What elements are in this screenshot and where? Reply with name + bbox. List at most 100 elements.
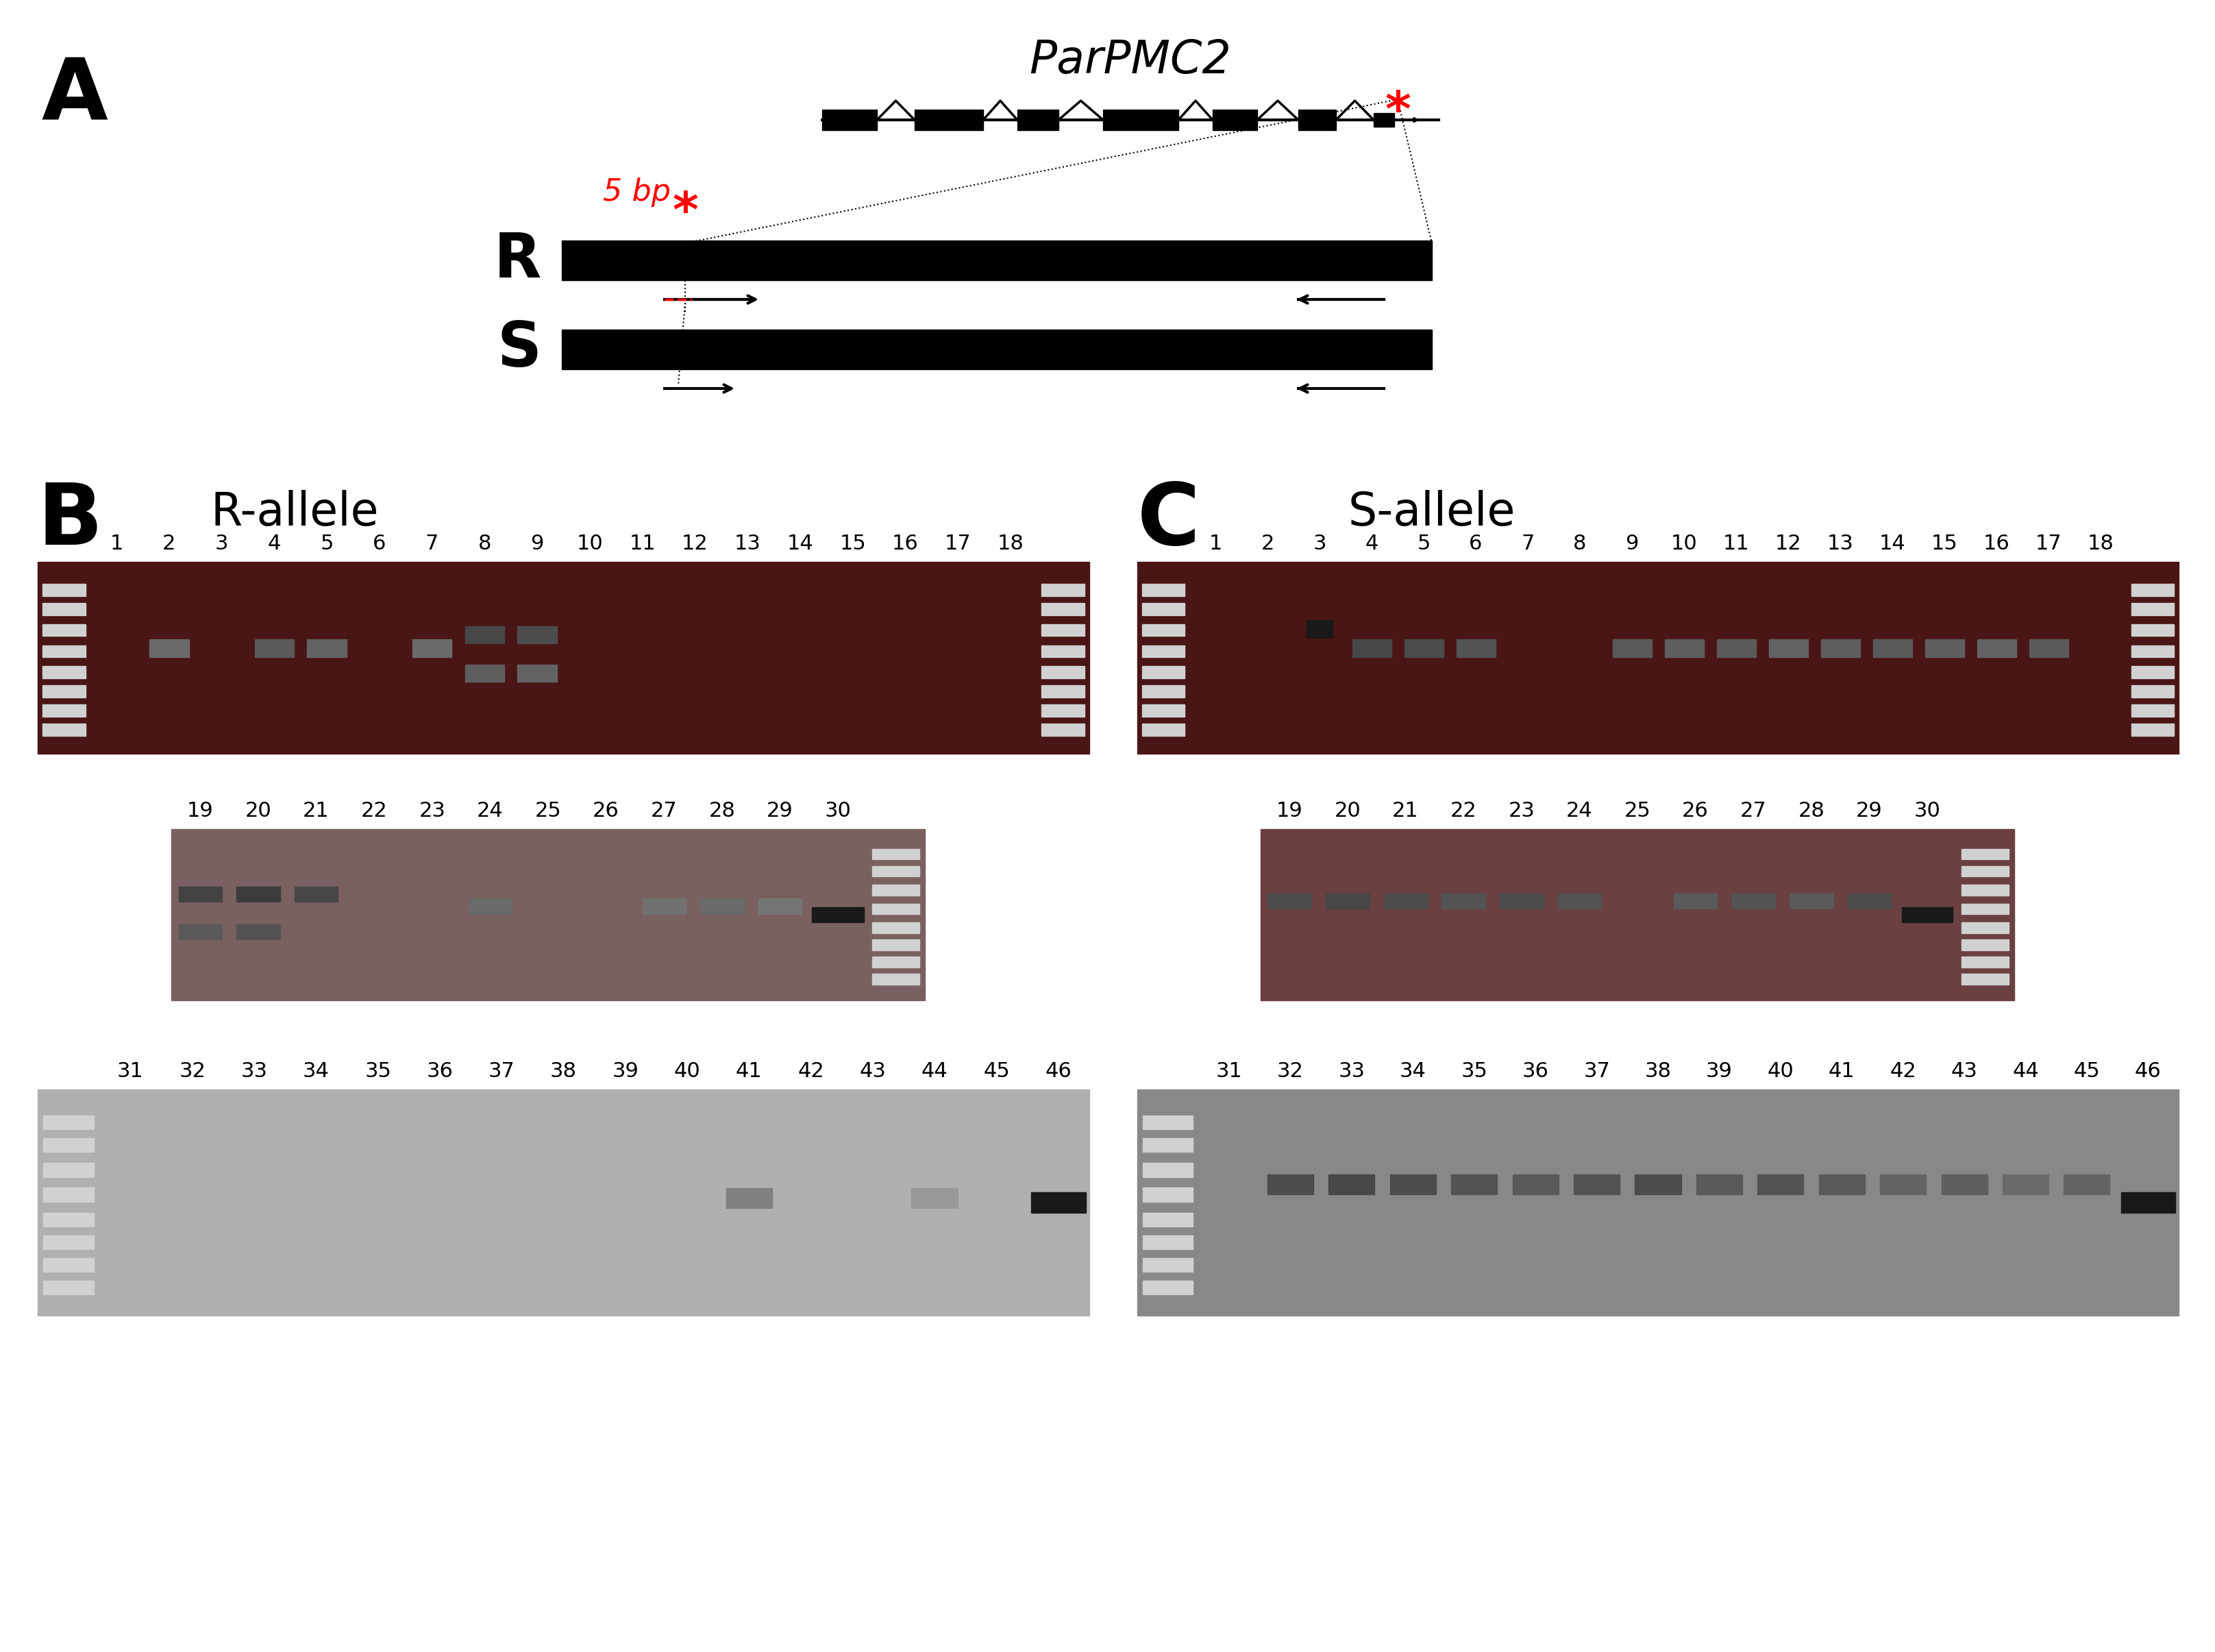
Bar bbox=[1143, 624, 1185, 636]
Bar bbox=[1143, 666, 1185, 679]
Text: 46: 46 bbox=[2135, 1061, 2162, 1082]
Bar bbox=[873, 884, 919, 895]
Bar bbox=[1635, 1175, 1681, 1194]
Bar bbox=[1212, 109, 1258, 131]
Text: 5: 5 bbox=[1418, 534, 1431, 553]
Bar bbox=[1143, 705, 1185, 717]
Bar bbox=[44, 1138, 93, 1151]
Text: 22: 22 bbox=[1451, 801, 1477, 821]
Text: 38: 38 bbox=[549, 1061, 576, 1082]
Bar bbox=[2131, 646, 2173, 657]
Text: 25: 25 bbox=[1624, 801, 1650, 821]
Bar bbox=[44, 1163, 93, 1176]
Bar bbox=[1143, 583, 1185, 596]
Bar bbox=[2131, 603, 2173, 615]
Text: 34: 34 bbox=[1400, 1061, 1426, 1082]
Text: 14: 14 bbox=[786, 534, 813, 553]
Bar bbox=[1298, 109, 1336, 131]
Text: 15: 15 bbox=[1931, 534, 1958, 553]
Bar bbox=[1756, 1175, 1803, 1194]
Bar bbox=[2002, 1175, 2049, 1194]
Bar bbox=[255, 639, 295, 657]
Text: 44: 44 bbox=[921, 1061, 948, 1082]
Bar bbox=[758, 899, 802, 914]
Text: 12: 12 bbox=[682, 534, 709, 553]
Text: 10: 10 bbox=[576, 534, 602, 553]
Text: 30: 30 bbox=[1914, 801, 1940, 821]
Text: 24: 24 bbox=[1566, 801, 1593, 821]
Bar bbox=[44, 1280, 93, 1295]
Bar bbox=[563, 330, 1431, 370]
Bar bbox=[873, 957, 919, 968]
Bar bbox=[42, 624, 86, 636]
Text: 4: 4 bbox=[268, 534, 281, 553]
Bar bbox=[1404, 639, 1444, 657]
Bar bbox=[1391, 1175, 1435, 1194]
Text: 29: 29 bbox=[766, 801, 793, 821]
Bar bbox=[1962, 849, 2009, 859]
Bar bbox=[1500, 894, 1544, 909]
Bar bbox=[44, 1257, 93, 1272]
Text: 23: 23 bbox=[419, 801, 445, 821]
Text: 37: 37 bbox=[487, 1061, 514, 1082]
Text: 15: 15 bbox=[839, 534, 866, 553]
Bar bbox=[1962, 940, 2009, 950]
Bar bbox=[1143, 1188, 1194, 1203]
Bar bbox=[465, 664, 505, 682]
Bar bbox=[42, 705, 86, 717]
Text: 23: 23 bbox=[1508, 801, 1535, 821]
Text: 21: 21 bbox=[1393, 801, 1420, 821]
Bar bbox=[1872, 639, 1912, 657]
Bar bbox=[915, 109, 983, 131]
Text: 10: 10 bbox=[1670, 534, 1697, 553]
Text: R: R bbox=[494, 230, 540, 291]
Text: S: S bbox=[496, 319, 540, 380]
Bar bbox=[813, 907, 864, 922]
Text: 24: 24 bbox=[476, 801, 503, 821]
Text: 25: 25 bbox=[534, 801, 560, 821]
Text: 7: 7 bbox=[1522, 534, 1535, 553]
Text: A: A bbox=[42, 55, 106, 137]
Bar bbox=[1351, 639, 1391, 657]
Text: 32: 32 bbox=[1278, 1061, 1305, 1082]
Bar bbox=[1143, 603, 1185, 615]
Bar bbox=[1819, 1175, 1865, 1194]
Bar bbox=[1373, 112, 1393, 127]
Bar bbox=[44, 1236, 93, 1249]
Bar bbox=[873, 940, 919, 950]
Bar bbox=[2131, 705, 2173, 717]
Text: 8: 8 bbox=[1573, 534, 1586, 553]
Text: S-allele: S-allele bbox=[1349, 491, 1515, 535]
Text: 1: 1 bbox=[1209, 534, 1223, 553]
Bar bbox=[1697, 1175, 1743, 1194]
Bar bbox=[1143, 1257, 1194, 1272]
Bar bbox=[308, 639, 346, 657]
Bar bbox=[1384, 894, 1426, 909]
Text: 5: 5 bbox=[321, 534, 334, 553]
Bar bbox=[1267, 1175, 1313, 1194]
Bar bbox=[1032, 1193, 1085, 1213]
Text: 14: 14 bbox=[1878, 534, 1905, 553]
Text: *: * bbox=[1384, 89, 1411, 137]
Text: 19: 19 bbox=[186, 801, 213, 821]
Bar bbox=[1329, 1175, 1376, 1194]
Bar bbox=[1613, 639, 1652, 657]
Text: 34: 34 bbox=[303, 1061, 330, 1082]
Text: 26: 26 bbox=[1681, 801, 1708, 821]
Text: 12: 12 bbox=[1774, 534, 1801, 553]
Text: 36: 36 bbox=[427, 1061, 454, 1082]
Bar bbox=[1143, 1163, 1194, 1176]
Bar bbox=[1557, 894, 1601, 909]
Bar bbox=[1451, 1175, 1497, 1194]
Bar bbox=[642, 899, 687, 914]
Text: 27: 27 bbox=[1741, 801, 1768, 821]
Bar bbox=[1143, 1138, 1194, 1151]
Text: 45: 45 bbox=[983, 1061, 1010, 1082]
Bar bbox=[2131, 686, 2173, 697]
Text: 9: 9 bbox=[532, 534, 545, 553]
Bar bbox=[873, 849, 919, 859]
Text: 41: 41 bbox=[735, 1061, 762, 1082]
Bar bbox=[1143, 1280, 1194, 1295]
Bar bbox=[1267, 894, 1311, 909]
Bar bbox=[727, 1188, 773, 1208]
